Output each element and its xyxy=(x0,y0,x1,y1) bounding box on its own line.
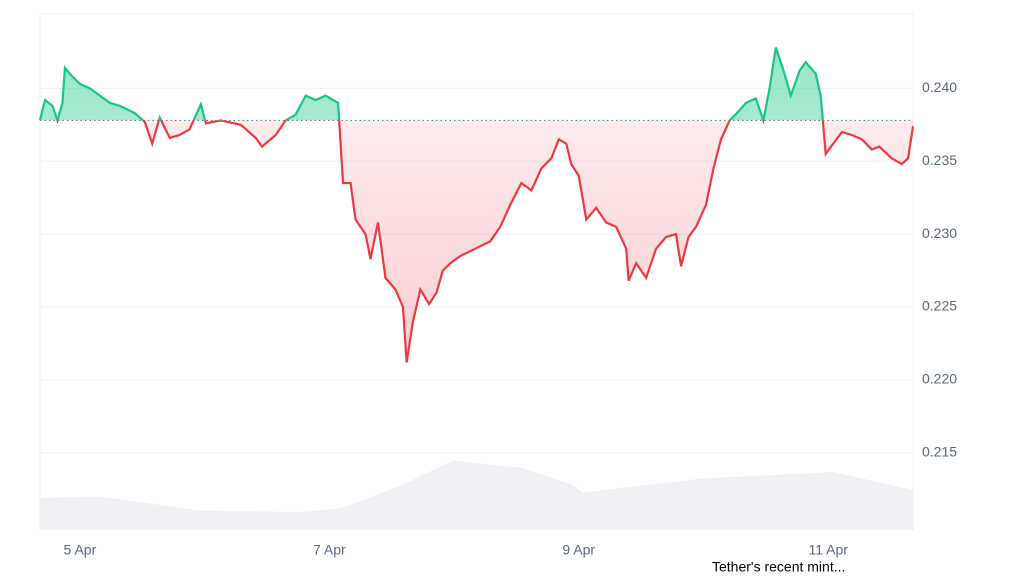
x-tick-label: 7 Apr xyxy=(313,542,346,558)
price-line-above xyxy=(38,47,824,121)
y-tick-label: 0.220 xyxy=(922,371,957,387)
price-line-below xyxy=(39,120,915,363)
y-tick-label: 0.230 xyxy=(922,225,957,241)
x-tick-label: 9 Apr xyxy=(562,542,595,558)
y-tick-label: 0.240 xyxy=(922,79,957,95)
annotation: Tether's recent mint... xyxy=(712,559,845,575)
y-tick-label: 0.225 xyxy=(922,298,957,314)
area-below xyxy=(40,120,913,363)
volume-area xyxy=(40,460,913,530)
y-tick-label: 0.215 xyxy=(922,443,957,459)
y-tick-label: 0.235 xyxy=(922,152,957,168)
x-tick-label: 5 Apr xyxy=(64,542,97,558)
x-tick-label: 11 Apr xyxy=(808,542,848,558)
area-above xyxy=(40,47,823,121)
